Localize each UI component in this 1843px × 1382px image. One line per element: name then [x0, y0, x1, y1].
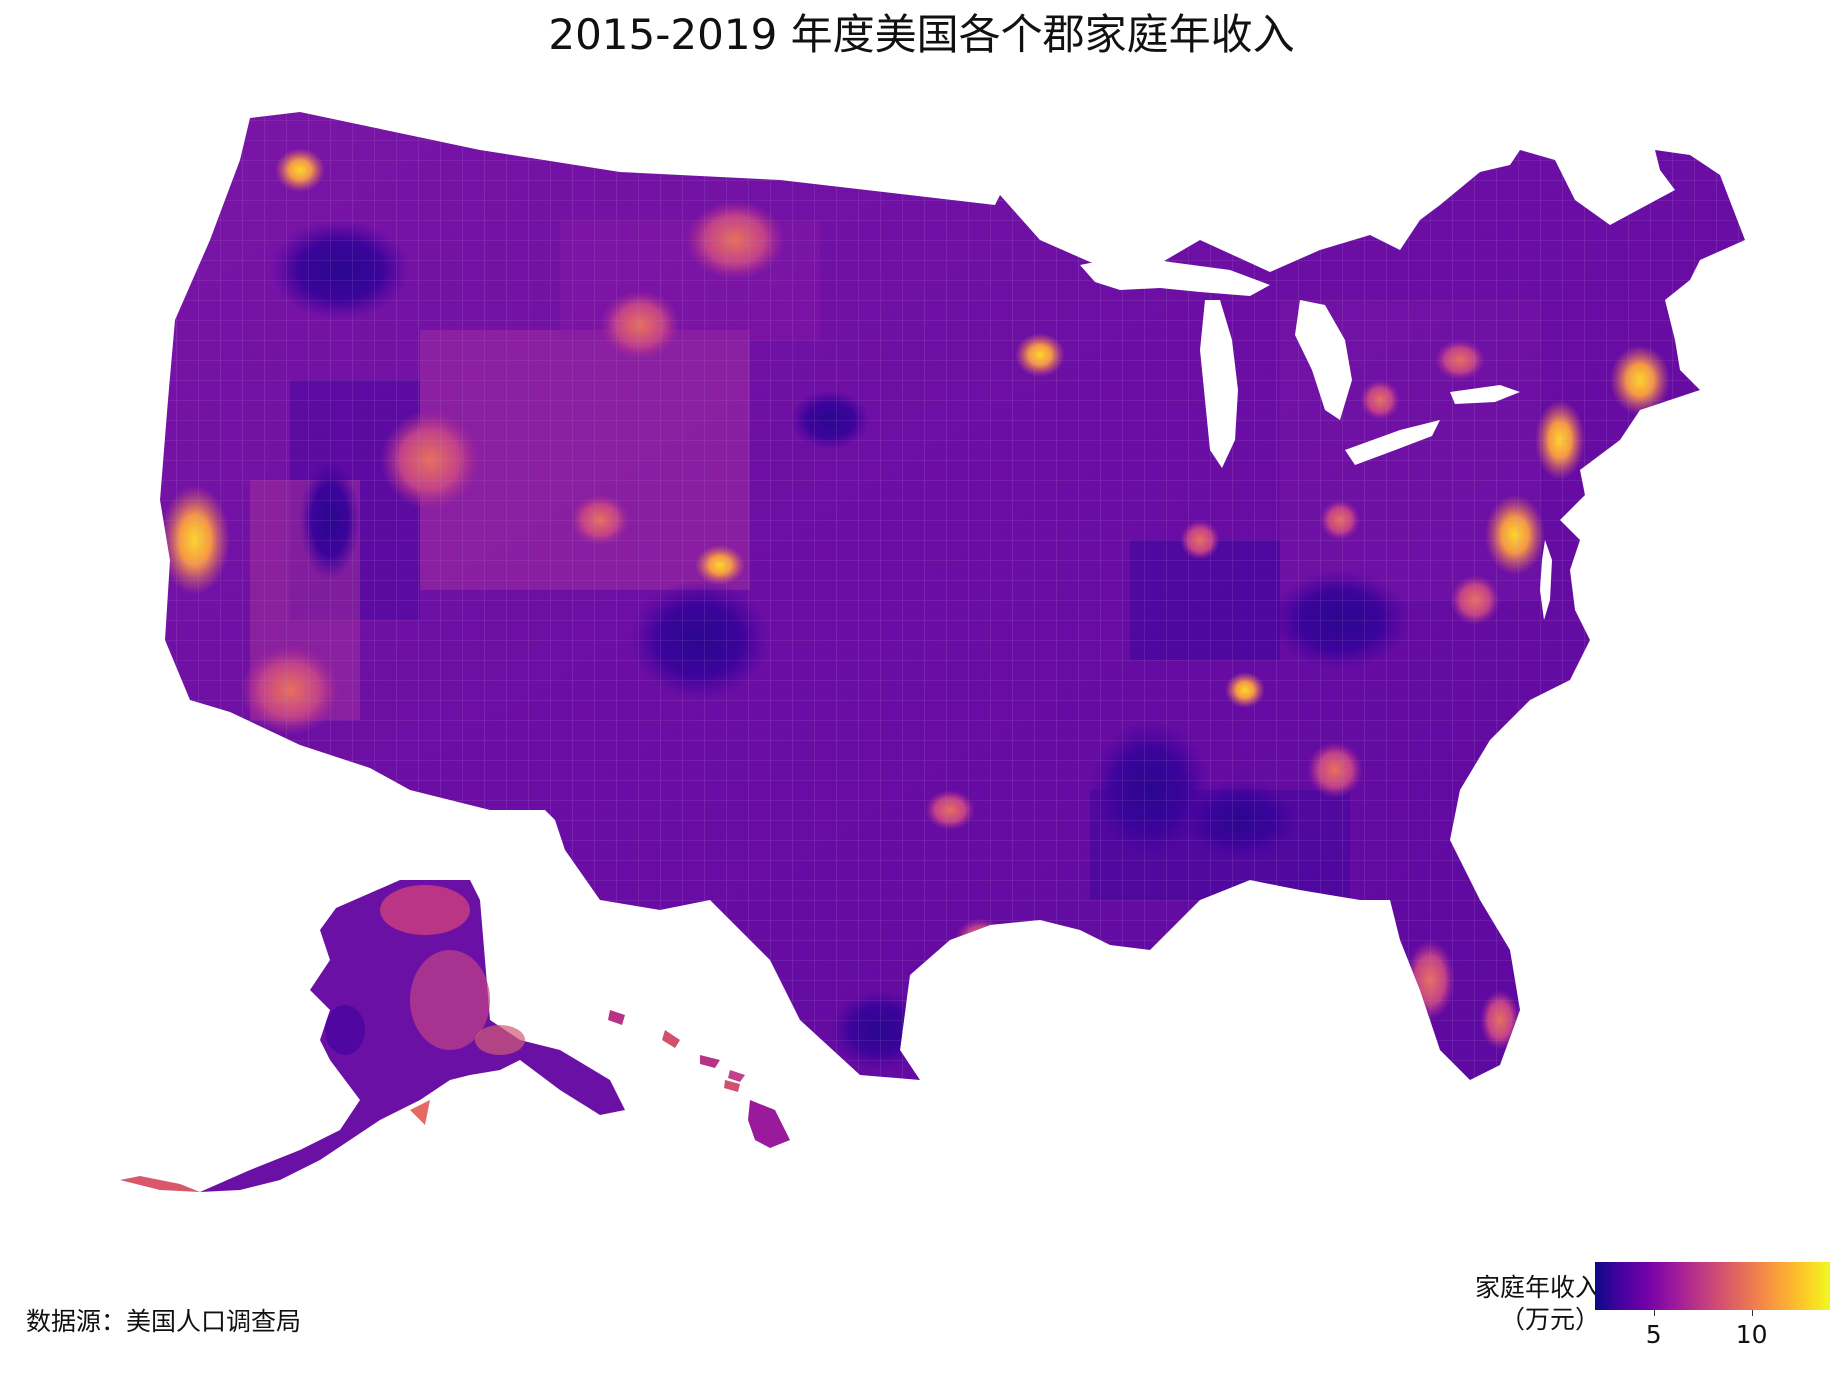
chesapeake-bay: [1540, 540, 1552, 620]
lake-huron: [1295, 300, 1352, 420]
legend-title-line1: 家庭年收入: [1474, 1273, 1600, 1302]
lake-erie: [1345, 420, 1440, 465]
legend-tick-label: 5: [1645, 1320, 1662, 1349]
color-legend: 家庭年收入 （万元） 5 10: [1440, 1262, 1835, 1372]
hawaii-region: [608, 1010, 790, 1148]
legend-tick-label: 10: [1735, 1320, 1768, 1349]
legend-colorbar: [1595, 1262, 1830, 1310]
lake-michigan: [1200, 300, 1238, 468]
chart-title: 2015-2019 年度美国各个郡家庭年收入: [548, 10, 1295, 59]
legend-title-line2: （万元）: [1499, 1305, 1600, 1334]
source-note: 数据源：美国人口调查局: [26, 1307, 302, 1336]
legend-tick-mark: [1751, 1310, 1753, 1316]
legend-title: 家庭年收入 （万元）: [1440, 1272, 1600, 1336]
legend-tick-mark: [1653, 1310, 1655, 1316]
lake-superior: [1080, 255, 1270, 296]
lake-ontario: [1450, 385, 1520, 404]
alaska-region: [120, 880, 625, 1192]
